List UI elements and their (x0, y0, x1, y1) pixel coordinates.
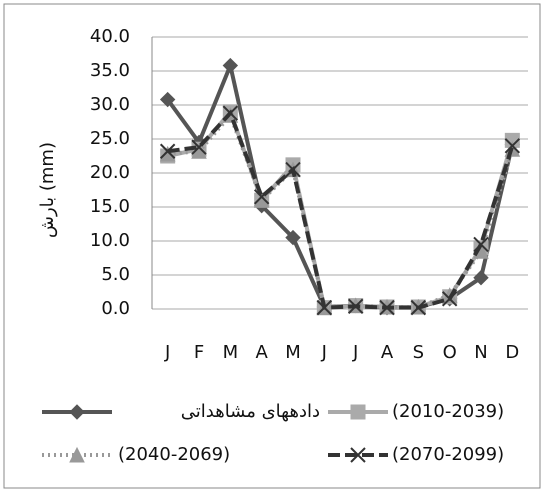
legend-label: (2070-2099) (392, 444, 504, 465)
x-tick-label: D (505, 342, 519, 363)
x-tick-label: N (474, 342, 487, 363)
data-point (191, 139, 207, 155)
data-point (473, 236, 489, 253)
y-tick-label: 30.0 (90, 94, 130, 115)
legend-label: (2040-2069) (118, 444, 230, 465)
y-tick-label: 0.0 (101, 298, 130, 319)
x-tick-label: A (256, 342, 269, 363)
data-point (379, 299, 395, 316)
x-tick-label: M (223, 342, 239, 363)
data-point (285, 161, 301, 178)
data-point (316, 299, 333, 316)
y-tick-label: 20.0 (90, 162, 130, 183)
data-point (222, 57, 239, 74)
data-point (410, 299, 427, 316)
data-point (473, 270, 489, 286)
data-point (159, 143, 176, 159)
legend-marker (69, 446, 85, 463)
legend-label: دادههای مشاهداتی (181, 401, 320, 422)
y-tick-label: 15.0 (90, 196, 130, 217)
y-tick-label: 35.0 (90, 60, 130, 81)
y-tick-label: 40.0 (90, 26, 130, 47)
data-point (253, 189, 270, 205)
legend-label: (2010-2039) (392, 401, 504, 422)
x-tick-label: J (321, 342, 327, 363)
legend-marker (69, 404, 85, 420)
data-point (504, 138, 521, 154)
y-tick-label: 10.0 (90, 230, 130, 251)
data-point (441, 291, 458, 307)
x-tick-label: O (443, 342, 457, 363)
x-tick-label: J (352, 342, 358, 363)
x-tick-label: F (194, 342, 204, 363)
x-tick-label: A (381, 342, 394, 363)
data-point (347, 298, 364, 314)
legend-marker (350, 404, 366, 420)
x-tick-label: M (285, 342, 301, 363)
x-tick-label: J (164, 342, 170, 363)
y-axis-label: بارش (mm) (37, 142, 58, 238)
y-tick-label: 25.0 (90, 128, 130, 149)
data-point (285, 229, 301, 246)
y-tick-label: 5.0 (101, 264, 130, 285)
legend-marker (350, 447, 366, 463)
x-tick-label: S (413, 342, 424, 363)
chart-frame (3, 3, 541, 489)
data-point (159, 91, 176, 108)
data-point (222, 105, 239, 121)
